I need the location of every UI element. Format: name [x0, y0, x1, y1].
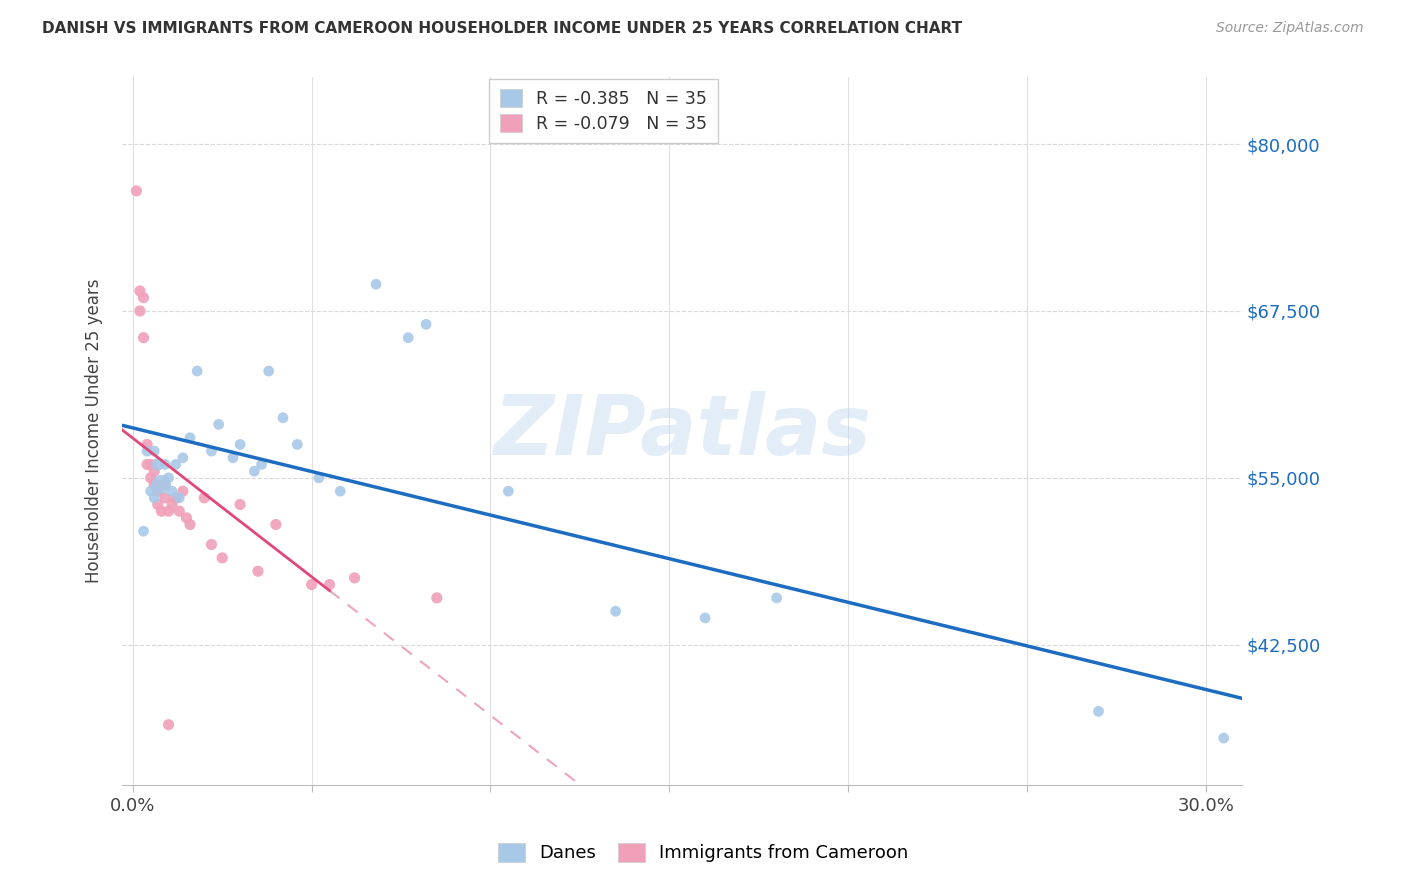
Point: [176, 511, 198, 525]
Point: [153, 477, 176, 491]
Point: [308, 471, 330, 485]
Point: [246, 564, 269, 578]
Point: [1087, 704, 1109, 718]
Legend: R = -0.385   N = 35, R = -0.079   N = 35: R = -0.385 N = 35, R = -0.079 N = 35: [489, 79, 717, 144]
Point: [132, 291, 155, 305]
Point: [200, 444, 222, 458]
Text: ZIPatlas: ZIPatlas: [494, 391, 870, 472]
Point: [222, 450, 245, 465]
Y-axis label: Householder Income Under 25 years: Householder Income Under 25 years: [86, 279, 103, 583]
Point: [146, 484, 169, 499]
Point: [157, 471, 180, 485]
Point: [193, 491, 215, 505]
Point: [160, 484, 183, 499]
Point: [136, 444, 159, 458]
Point: [172, 484, 194, 499]
Point: [143, 464, 166, 478]
Point: [243, 464, 266, 478]
Point: [169, 504, 191, 518]
Point: [207, 417, 229, 432]
Point: [139, 458, 162, 472]
Point: [136, 437, 159, 451]
Point: [157, 717, 180, 731]
Point: [150, 477, 173, 491]
Point: [157, 504, 180, 518]
Point: [498, 484, 520, 499]
Point: [132, 331, 155, 345]
Point: [693, 611, 716, 625]
Point: [153, 491, 176, 505]
Point: [1212, 731, 1234, 745]
Point: [264, 517, 287, 532]
Point: [160, 498, 183, 512]
Point: [143, 477, 166, 491]
Point: [146, 458, 169, 472]
Text: DANISH VS IMMIGRANTS FROM CAMEROON HOUSEHOLDER INCOME UNDER 25 YEARS CORRELATION: DANISH VS IMMIGRANTS FROM CAMEROON HOUSE…: [42, 21, 962, 37]
Point: [301, 577, 323, 591]
Point: [285, 437, 308, 451]
Point: [765, 591, 787, 605]
Point: [172, 450, 194, 465]
Point: [329, 484, 352, 499]
Point: [169, 491, 191, 505]
Point: [364, 277, 387, 292]
Point: [179, 517, 201, 532]
Point: [139, 484, 162, 499]
Point: [150, 477, 173, 491]
Point: [415, 318, 437, 332]
Point: [211, 550, 233, 565]
Point: [129, 284, 152, 298]
Point: [200, 537, 222, 551]
Point: [153, 458, 176, 472]
Legend: Danes, Immigrants from Cameroon: Danes, Immigrants from Cameroon: [491, 836, 915, 870]
Point: [143, 444, 166, 458]
Point: [229, 437, 252, 451]
Point: [179, 431, 201, 445]
Point: [257, 364, 280, 378]
Point: [143, 491, 166, 505]
Point: [229, 498, 252, 512]
Text: Source: ZipAtlas.com: Source: ZipAtlas.com: [1216, 21, 1364, 36]
Point: [165, 458, 187, 472]
Point: [426, 591, 449, 605]
Point: [146, 498, 169, 512]
Point: [150, 504, 173, 518]
Point: [605, 604, 627, 618]
Point: [129, 304, 152, 318]
Point: [318, 577, 340, 591]
Point: [132, 524, 155, 539]
Point: [343, 571, 366, 585]
Point: [136, 458, 159, 472]
Point: [271, 410, 294, 425]
Point: [165, 491, 187, 505]
Point: [139, 471, 162, 485]
Point: [396, 331, 419, 345]
Point: [125, 184, 148, 198]
Point: [250, 458, 273, 472]
Point: [186, 364, 208, 378]
